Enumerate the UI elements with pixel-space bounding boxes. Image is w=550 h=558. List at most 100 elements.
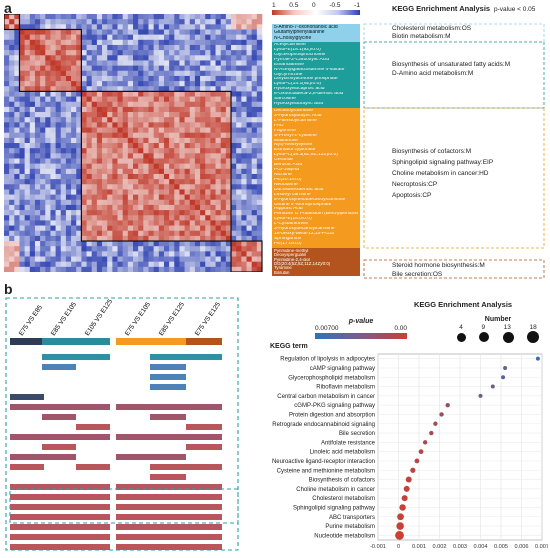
heatmap-cell <box>148 215 154 221</box>
heatmap-cell <box>71 230 77 237</box>
heatmap-cell <box>107 65 113 72</box>
kegg-term-tick-label: Bile secretion <box>339 431 375 437</box>
heatmap-cell <box>184 65 191 72</box>
heatmap-cell <box>107 50 113 56</box>
heatmap-cell <box>184 173 191 180</box>
heatmap-cell <box>225 210 232 216</box>
heatmap-cell <box>251 50 258 56</box>
heatmap-cell <box>9 75 15 82</box>
heatmap-cell <box>127 65 134 72</box>
heatmap-cell <box>19 101 25 108</box>
heatmap-cell <box>91 50 98 56</box>
heatmap-cell <box>205 189 211 195</box>
heatmap-cell <box>122 173 129 180</box>
heatmap-cell <box>86 241 93 247</box>
heatmap-cell <box>60 96 67 103</box>
heatmap-cell <box>24 163 31 170</box>
heatmap-cell <box>19 96 25 103</box>
heatmap-cell <box>112 96 118 103</box>
heatmap-cell <box>179 153 185 159</box>
heatmap-cell <box>163 29 170 35</box>
heatmap-cell <box>24 251 31 257</box>
heatmap-cell <box>71 91 77 97</box>
heatmap-cell <box>138 132 144 139</box>
heatmap-cell <box>179 39 185 46</box>
metabolite-label: 3-Hydroxydecanoylcarnitine <box>274 227 335 232</box>
heatmap-cell <box>40 194 46 201</box>
heatmap-cell <box>194 225 201 232</box>
heatmap-cell <box>107 153 113 159</box>
data-point <box>422 440 428 445</box>
heatmap-cell <box>225 96 232 103</box>
heatmap-cell <box>29 230 36 237</box>
heatmap-cell <box>117 34 123 41</box>
heatmap-cell <box>174 75 180 82</box>
heatmap-cell <box>194 179 201 185</box>
heatmap-cell <box>169 132 175 139</box>
heatmap-cell <box>122 50 129 56</box>
heatmap-cell <box>127 101 134 108</box>
heatmap-cell <box>200 106 206 113</box>
pathway-item: Steroid hormone biosynthesis:M <box>392 262 485 269</box>
heatmap-cell <box>241 132 247 139</box>
heatmap-cell <box>251 132 258 139</box>
heatmap-cell <box>148 122 154 128</box>
heatmap-cell <box>117 132 123 139</box>
heatmap-cell <box>127 24 134 30</box>
heatmap-cell <box>91 148 98 154</box>
heatmap-cell <box>241 256 247 262</box>
heatmap-cell <box>174 199 180 206</box>
heatmap-cell <box>96 70 103 77</box>
heatmap-cell <box>194 112 201 118</box>
heatmap-cell <box>179 19 185 25</box>
heatmap-cell <box>179 230 185 237</box>
heatmap-cell <box>45 148 51 154</box>
heatmap-cell <box>179 117 185 123</box>
comparison-cell <box>186 404 222 410</box>
heatmap-cell <box>179 50 185 56</box>
heatmap-cell <box>231 241 237 247</box>
heatmap-cell <box>102 127 108 133</box>
heatmap-cell <box>4 19 10 25</box>
heatmap-cell <box>231 106 237 113</box>
heatmap-cell <box>34 153 41 159</box>
heatmap-cell <box>112 143 118 149</box>
heatmap-cell <box>133 34 139 41</box>
heatmap-cell <box>143 39 149 46</box>
heatmap-cell <box>9 194 15 201</box>
heatmap-cell <box>251 19 258 25</box>
heatmap-cell <box>174 173 180 180</box>
heatmap-cell <box>256 137 263 144</box>
heatmap-cell <box>112 14 118 20</box>
heatmap-cell <box>256 179 263 185</box>
heatmap-cell <box>138 220 144 226</box>
heatmap-cell <box>91 60 98 66</box>
heatmap-cell <box>60 81 67 87</box>
heatmap-cell <box>189 91 196 97</box>
comparison-cell <box>10 394 44 400</box>
heatmap-cell <box>65 266 72 272</box>
heatmap-cell <box>231 173 237 180</box>
heatmap-cell <box>148 256 154 262</box>
heatmap-cell <box>236 19 242 25</box>
heatmap-cell <box>241 106 247 113</box>
heatmap-cell <box>143 225 149 232</box>
heatmap-cell <box>86 24 93 30</box>
heatmap-cell <box>60 168 67 175</box>
heatmap-cell <box>143 137 149 144</box>
heatmap-cell <box>50 173 56 180</box>
size-legend-dot <box>479 332 490 342</box>
heatmap-cell <box>158 153 165 159</box>
heatmap-cell <box>189 50 196 56</box>
heatmap-cell <box>127 106 134 113</box>
heatmap-cell <box>65 179 72 185</box>
heatmap-cell <box>225 70 232 77</box>
heatmap-cell <box>256 60 263 66</box>
heatmap-cell <box>55 70 62 77</box>
heatmap-cell <box>71 261 77 268</box>
heatmap-cell <box>143 210 149 216</box>
heatmap-cell <box>215 34 222 41</box>
heatmap-cell <box>71 50 77 56</box>
heatmap-cell <box>14 44 20 51</box>
heatmap-cell <box>34 241 41 247</box>
